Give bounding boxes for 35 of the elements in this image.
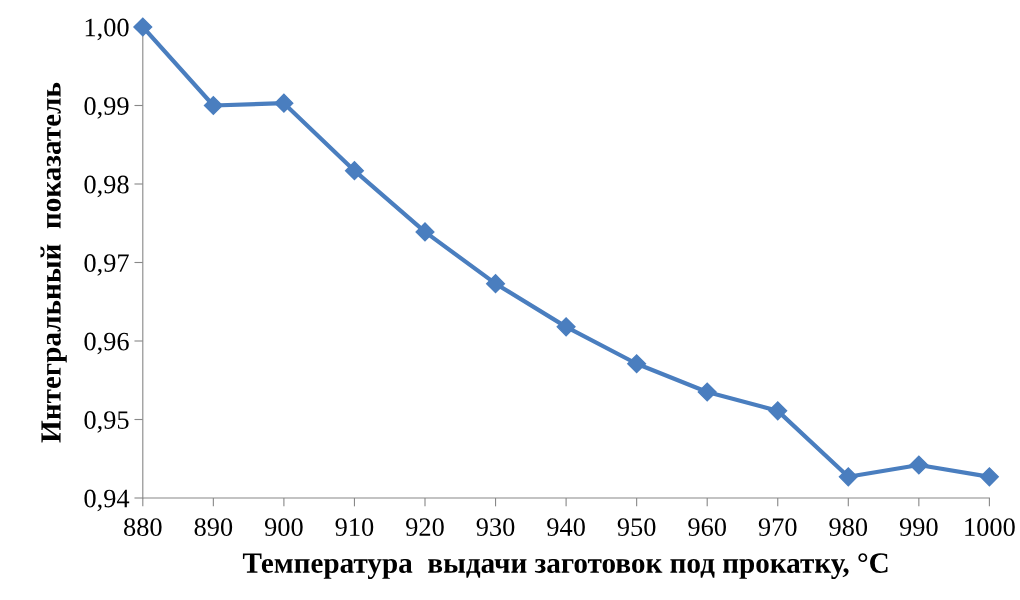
point <box>133 17 153 37</box>
point <box>909 455 929 475</box>
x-tick-label: 890 <box>194 518 233 537</box>
point <box>203 95 223 116</box>
x-tick-label: 990 <box>899 518 938 537</box>
x-tick-label: 980 <box>829 518 868 537</box>
point <box>768 401 788 421</box>
y-tick-label: 0,96 <box>84 332 129 355</box>
point <box>415 222 435 242</box>
point <box>486 274 506 294</box>
y-tick-label: 0,94 <box>84 489 130 512</box>
x-tick-label: 930 <box>476 518 515 537</box>
x-tick-label: 950 <box>617 518 656 537</box>
x-tick-label: 960 <box>688 518 726 537</box>
point <box>838 467 858 487</box>
x-tick-label: 970 <box>758 518 797 537</box>
point <box>627 354 647 374</box>
x-tick-label: 940 <box>547 518 585 537</box>
y-tick-label: 0,99 <box>84 97 129 119</box>
y-tick-label: 0,95 <box>84 411 129 433</box>
point <box>697 382 717 402</box>
x-tick-label: 910 <box>335 518 374 537</box>
x-tick-label: 920 <box>406 518 444 537</box>
y-tick-label: 1,00 <box>85 18 129 41</box>
point <box>979 467 999 487</box>
y-tick-label: 0,98 <box>84 175 129 198</box>
point <box>274 93 294 113</box>
y-axis-title: Интегральный показатель <box>40 82 67 443</box>
x-tick-label: 880 <box>124 518 162 537</box>
x-axis-title: Температура выдачи заготовок под прокатку, °С <box>242 553 888 579</box>
y-tick-label: 0,97 <box>84 254 129 276</box>
point <box>556 317 576 337</box>
point <box>344 161 364 181</box>
x-tick-label: 900 <box>264 518 303 537</box>
x-tick-label: 1000 <box>965 518 1015 537</box>
